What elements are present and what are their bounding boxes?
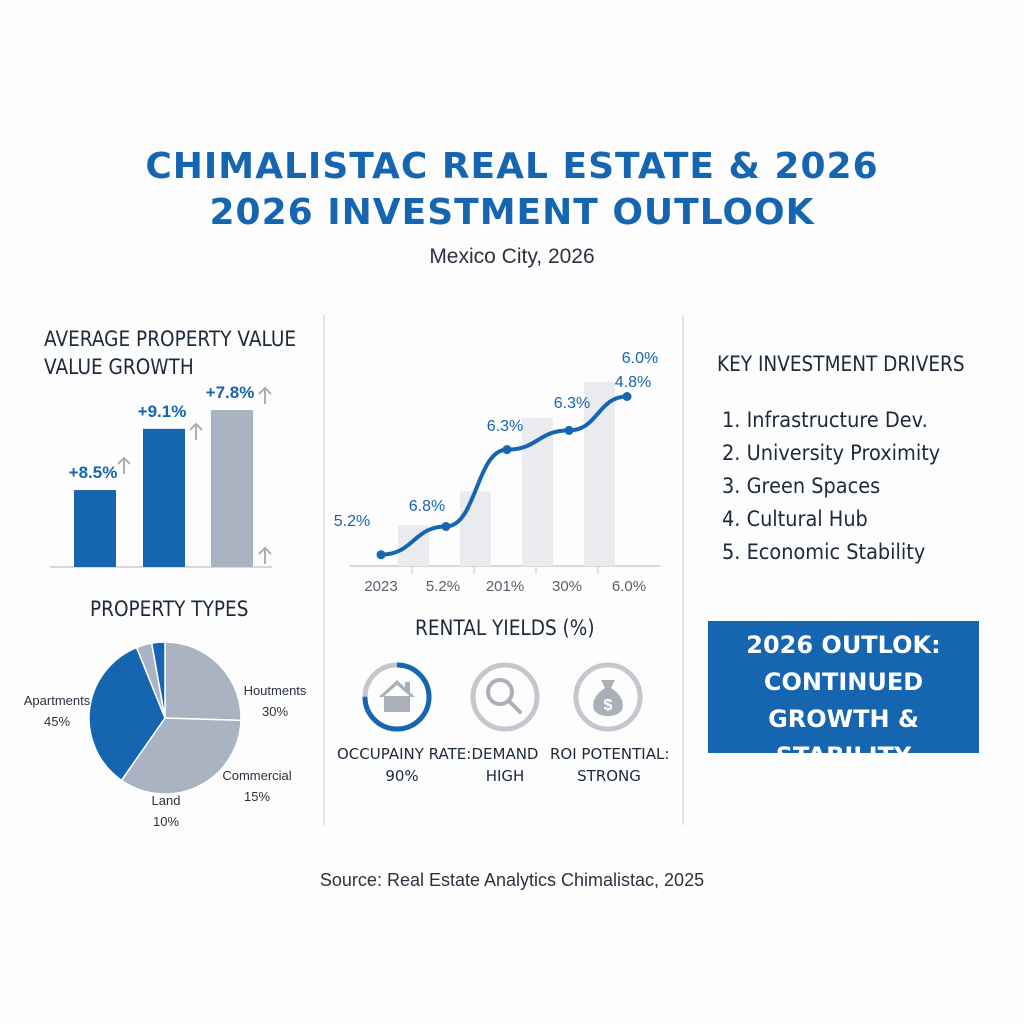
bar-chart: +8.5% +9.1% +7.8% — [50, 383, 272, 568]
data-point — [622, 392, 632, 401]
driver-item: 2. University Proximity — [722, 441, 941, 465]
point-label: 6.3% — [554, 395, 590, 412]
pie-label-value: 45% — [44, 714, 70, 729]
outlook-line3: GROWTH & STABILITY — [768, 705, 919, 770]
svg-text:$: $ — [604, 697, 613, 714]
kpi-line2: HIGH — [485, 767, 525, 785]
data-point — [441, 521, 451, 531]
arrow-path — [189, 422, 203, 440]
progress-ring-fill — [362, 662, 432, 732]
arrow-path — [258, 386, 272, 404]
house-icon — [379, 680, 415, 712]
point-label: 6.8% — [409, 498, 445, 515]
bar-data-label: +9.1% — [138, 402, 187, 421]
pie-label-value: 30% — [262, 704, 288, 719]
pie-label-value: 10% — [153, 814, 179, 829]
x-tick-label: 5.2% — [426, 578, 460, 595]
outlook-line2: CONTINUED — [763, 668, 924, 696]
driver-item: 1. Infrastructure Dev. — [722, 408, 928, 432]
line-chart-title: RENTAL YIELDS (%) — [415, 616, 595, 640]
page-title-line1: CHIMALISTAC REAL ESTATE & 2026 — [145, 146, 879, 187]
page-subtitle: Mexico City, 2026 — [429, 245, 595, 268]
page-title-line2: 2026 INVESTMENT OUTLOOK — [209, 192, 815, 233]
arrow-path — [117, 456, 131, 474]
driver-item: 5. Economic Stability — [722, 540, 926, 564]
kpi-roi: $ — [573, 662, 643, 732]
driver-item: 3. Green Spaces — [722, 474, 881, 498]
background-bar — [460, 491, 491, 566]
kpi-occupancy — [362, 662, 432, 732]
kpi-icons: $ — [362, 662, 643, 732]
kpi-line1: OCCUPAINY RATE: — [337, 745, 472, 763]
pie-label-name: Apartments — [24, 693, 91, 708]
outlook-line1: 2026 OUTLOK: — [746, 631, 941, 659]
kpi-demand — [470, 662, 540, 732]
pie-slice — [164, 641, 242, 722]
bar — [74, 490, 116, 567]
x-tick-label: 30% — [552, 578, 582, 595]
drivers-list: 1. Infrastructure Dev. 2. University Pro… — [722, 404, 959, 569]
point-label: 4.8% — [615, 374, 651, 391]
pie-label-name: Land — [152, 793, 181, 808]
up-arrow-icon — [117, 456, 131, 474]
data-point — [502, 445, 512, 455]
drivers-title: KEY INVESTMENT DRIVERS — [717, 352, 965, 376]
bar — [143, 428, 185, 567]
kpi-demand-label: DEMAND HIGH — [465, 743, 545, 787]
divider — [682, 315, 684, 825]
kpi-line1: ROI POTENTIAL: — [550, 745, 670, 763]
pie-label-value: 15% — [244, 789, 270, 804]
bar-data-label: +8.5% — [69, 463, 118, 482]
data-point — [564, 425, 574, 435]
kpi-occupancy-label: OCCUPAINY RATE: 90% — [337, 743, 472, 787]
outlook-banner: 2026 OUTLOK: CONTINUED GROWTH & STABILIT… — [708, 621, 979, 770]
bar-chart-title-1: AVERAGE PROPERTY VALUE — [44, 327, 297, 351]
pie-label-name: Commercial — [222, 768, 291, 783]
x-tick-label: 2023 — [364, 578, 397, 595]
bar — [211, 410, 253, 567]
driver-item: 4. Cultural Hub — [722, 507, 868, 531]
point-label: 6.3% — [487, 418, 523, 435]
pie-slice — [120, 717, 242, 795]
bar-data-label: +7.8% — [206, 383, 255, 402]
kpi-line2: 90% — [385, 767, 419, 785]
divider — [323, 315, 325, 825]
pie-chart: Houtments 30% Commercial 15% Land 10% Apartmen… — [24, 641, 307, 829]
line-chart: 5.2% 6.8% 6.3% 6.3% 4.8% 6.0% 2023 5.2% 201% 30% 6… — [334, 350, 660, 595]
up-arrow-icon — [258, 546, 272, 564]
up-arrow-icon — [189, 422, 203, 440]
money-bag-icon: $ — [593, 680, 623, 716]
point-label: 5.2% — [334, 513, 370, 530]
pie-chart-title: PROPERTY TYPES — [90, 597, 249, 621]
kpi-roi-label: ROI POTENTIAL: STRONG — [550, 743, 670, 787]
pie-slice — [150, 641, 166, 719]
source-note: Source: Real Estate Analytics Chimalista… — [319, 870, 705, 890]
point-label-extra: 6.0% — [622, 350, 658, 367]
magnifier-icon — [486, 678, 522, 714]
up-arrow-icon — [258, 386, 272, 404]
bar-chart-title-2: VALUE GROWTH — [44, 355, 194, 379]
pie-slice — [88, 646, 166, 782]
kpi-line2: STRONG — [577, 767, 641, 785]
kpi-line1: DEMAND — [471, 745, 539, 763]
arrow-path — [258, 546, 272, 564]
x-tick-label: 201% — [486, 578, 524, 595]
data-point — [376, 550, 386, 560]
pie-label-name: Houtments — [244, 683, 307, 698]
x-tick-label: 6.0% — [612, 578, 646, 595]
